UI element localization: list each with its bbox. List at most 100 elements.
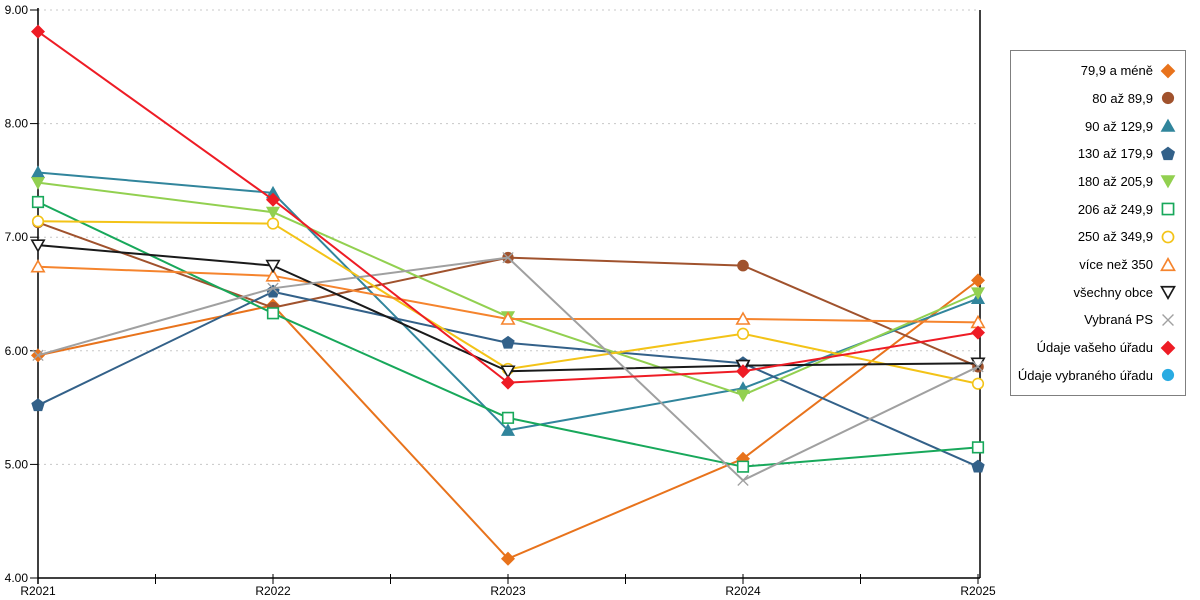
series-line [37, 171, 979, 432]
diamond-marker [1160, 340, 1176, 355]
legend-item-5: 206 až 249,9 [1011, 201, 1185, 217]
y-tick-label: 6.00 [5, 344, 29, 358]
legend-item-7: více než 350 [1011, 256, 1185, 273]
y-tick-label: 8.00 [5, 117, 29, 131]
diamond-marker [970, 273, 986, 288]
legend-marker-icon [1162, 313, 1174, 326]
diamond-marker [970, 325, 986, 340]
x-tick-label: R2022 [255, 584, 291, 598]
triangle-up-marker [1160, 118, 1176, 132]
pentagon-marker [31, 398, 45, 412]
diamond-marker [30, 24, 46, 39]
circle-marker [1161, 369, 1175, 382]
y-tick-label: 5.00 [5, 457, 29, 471]
pentagon-marker [501, 335, 515, 349]
series-10 [30, 24, 986, 390]
x-tick-label: R2021 [20, 584, 56, 598]
triangle-down-marker [30, 239, 46, 253]
legend-marker-icon [1160, 118, 1176, 132]
legend-marker-icon [1160, 146, 1176, 160]
diamond-marker [1160, 63, 1176, 79]
chart-legend: 79,9 a méně 80 až 89,9 90 až 129,9 130 až 1… [1010, 50, 1186, 396]
x-marker [972, 361, 984, 373]
legend-item-10: Údaje vašeho úřadu [1011, 340, 1185, 356]
legend-item-11: Údaje vybraného úřadu [1011, 367, 1185, 383]
triangle-down-marker [30, 177, 46, 190]
triangle-up-marker [1160, 256, 1176, 271]
legend-label: 130 až 179,9 [1077, 146, 1153, 162]
pentagon-marker [1160, 146, 1176, 160]
legend-item-4: 180 až 205,9 [1011, 173, 1185, 189]
legend-label: Údaje vašeho úřadu [1036, 340, 1153, 356]
x-tick-label: R2023 [490, 584, 526, 598]
triangle-down-marker [500, 365, 516, 379]
legend-marker-icon [1160, 63, 1176, 79]
triangle-down-marker [735, 389, 751, 403]
circle-marker [1161, 230, 1175, 244]
square-marker [31, 195, 45, 209]
series-9 [32, 251, 984, 486]
triangle-up-marker [265, 268, 281, 282]
series-2 [30, 165, 986, 436]
square-marker [501, 411, 515, 424]
legend-label: všechny obce [1073, 284, 1154, 300]
series-line [37, 220, 979, 385]
y-tick-label: 4.00 [5, 571, 29, 585]
pentagon-marker [971, 459, 985, 473]
triangle-down-marker [1160, 286, 1176, 301]
legend-marker-icon [1161, 369, 1175, 382]
series-6 [31, 215, 985, 390]
x-marker [737, 474, 749, 486]
legend-label: více než 350 [1079, 257, 1153, 272]
square-marker [971, 441, 985, 454]
x-tick-label: R2024 [725, 584, 761, 598]
legend-item-3: 130 až 179,9 [1011, 146, 1185, 162]
legend-label: 180 až 205,9 [1077, 173, 1153, 189]
legend-label: Vybraná PS [1084, 312, 1153, 328]
legend-marker-icon [1161, 92, 1175, 105]
square-marker [1161, 202, 1175, 216]
series-line [37, 30, 979, 384]
triangle-up-marker [500, 311, 516, 325]
legend-item-8: všechny obce [1011, 284, 1185, 301]
y-tick-label: 9.00 [5, 3, 29, 17]
legend-item-2: 90 až 129,9 [1011, 118, 1185, 134]
legend-marker-icon [1160, 175, 1176, 189]
circle-marker [737, 259, 749, 272]
x-marker [502, 251, 514, 264]
diamond-marker [500, 551, 516, 566]
legend-label: 250 až 349,9 [1077, 229, 1153, 245]
x-tick-label: R2025 [960, 584, 996, 598]
square-marker [736, 460, 750, 473]
triangle-down-marker [970, 287, 986, 300]
circle-marker [266, 217, 280, 230]
diamond-marker [735, 364, 751, 379]
legend-label: 80 až 89,9 [1092, 90, 1153, 106]
x-marker [267, 282, 279, 294]
legend-item-9: Vybraná PS [1011, 312, 1185, 328]
diamond-marker [265, 192, 281, 207]
triangle-up-marker [735, 311, 751, 325]
series-7 [30, 259, 986, 329]
legend-marker-icon [1160, 256, 1176, 271]
legend-label: 206 až 249,9 [1077, 201, 1153, 217]
x-marker [1162, 313, 1174, 326]
series-1 [32, 216, 984, 373]
legend-marker-icon [1161, 230, 1175, 244]
triangle-down-marker [1160, 175, 1176, 189]
triangle-up-marker [500, 423, 516, 436]
triangle-up-marker [30, 259, 46, 273]
circle-marker [31, 215, 45, 228]
circle-marker [736, 327, 750, 340]
legend-item-0: 79,9 a méně [1011, 63, 1185, 79]
y-tick-label: 7.00 [5, 230, 29, 244]
legend-label: 90 až 129,9 [1085, 118, 1153, 134]
legend-label: 79,9 a méně [1080, 63, 1153, 79]
triangle-down-marker [265, 259, 281, 274]
legend-marker-icon [1161, 202, 1175, 216]
square-marker [266, 307, 280, 320]
legend-label: Údaje vybraného úřadu [1017, 367, 1153, 383]
x-marker [32, 349, 44, 362]
legend-item-1: 80 až 89,9 [1011, 90, 1185, 106]
diamond-marker [500, 375, 516, 390]
